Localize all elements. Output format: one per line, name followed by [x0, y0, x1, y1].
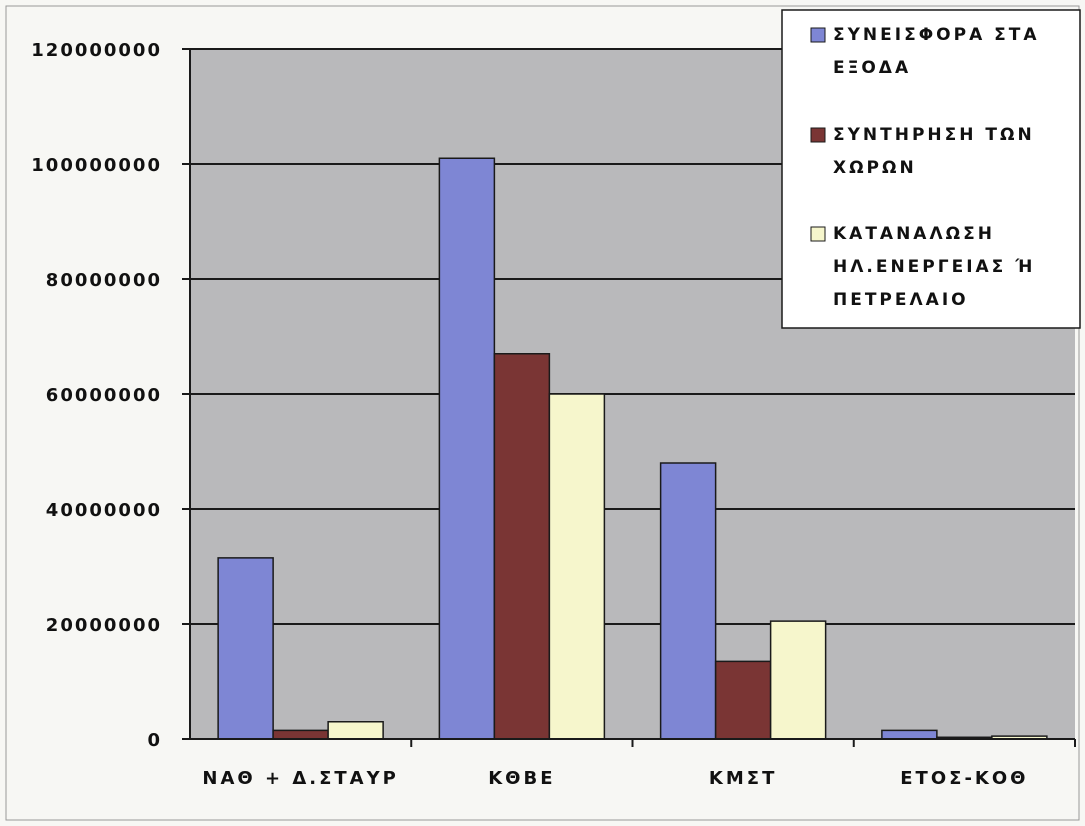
legend-label: ΠΕΤΡΕΛΑΙΟ	[833, 290, 969, 310]
y-tick-label: 80000000	[46, 270, 162, 291]
bar	[493, 353, 551, 740]
legend-swatch	[810, 226, 826, 242]
legend-label: ΕΞΟΔΑ	[833, 58, 911, 78]
bar	[881, 729, 938, 740]
y-tick-label: 40000000	[46, 500, 162, 521]
legend-box	[781, 9, 1081, 329]
axes	[182, 48, 1076, 747]
x-tick-label: ΝΑΘ + Δ.ΣΤΑΥΡ	[202, 768, 398, 789]
legend-label: ΧΩΡΩΝ	[833, 158, 917, 178]
y-tick-labels: 0 20000000 40000000 60000000 80000000 1000000…	[31, 40, 162, 751]
chart-frame	[5, 5, 1080, 821]
legend-swatch	[810, 27, 826, 43]
legend-label: ΣΥΝΤΗΡΗΣΗ ΤΩΝ	[833, 125, 1035, 145]
y-tick-label: 60000000	[46, 385, 162, 406]
bar	[272, 729, 329, 740]
legend-swatch	[810, 127, 826, 143]
bar	[217, 557, 274, 740]
x-tick-label: ΕΤΟΣ-ΚΟΘ	[900, 768, 1028, 789]
x-tick-label: ΚΘΒΕ	[488, 768, 555, 789]
bars	[217, 157, 1048, 740]
bar	[438, 157, 496, 740]
x-tick-labels: ΝΑΘ + Δ.ΣΤΑΥΡ ΚΘΒΕ ΚΜΣΤ ΕΤΟΣ-ΚΟΘ	[202, 768, 1028, 789]
bar	[659, 462, 717, 740]
y-tick-label: 120000000	[31, 40, 162, 61]
x-tick-label: ΚΜΣΤ	[709, 768, 777, 789]
bar	[548, 393, 606, 740]
legend-label: ΣΥΝΕΙΣΦΟΡΑ ΣΤΑ	[833, 25, 1040, 45]
y-tick-label: 0	[147, 730, 162, 751]
legend-label: ΚΑΤΑΝΑΛΩΣΗ	[833, 224, 995, 244]
legend: ΣΥΝΕΙΣΦΟΡΑ ΣΤΑ ΕΞΟΔΑ ΣΥΝΤΗΡΗΣΗ ΤΩΝ ΧΩΡΩΝ ΚΑΤ…	[781, 9, 1081, 329]
legend-label: ΗΛ.ΕΝΕΡΓΕΙΑΣ Ή	[833, 257, 1035, 277]
bar	[769, 620, 827, 740]
y-tick-label: 20000000	[46, 615, 162, 636]
bar	[714, 660, 772, 740]
bar	[327, 721, 384, 740]
y-tick-label: 100000000	[31, 155, 162, 176]
